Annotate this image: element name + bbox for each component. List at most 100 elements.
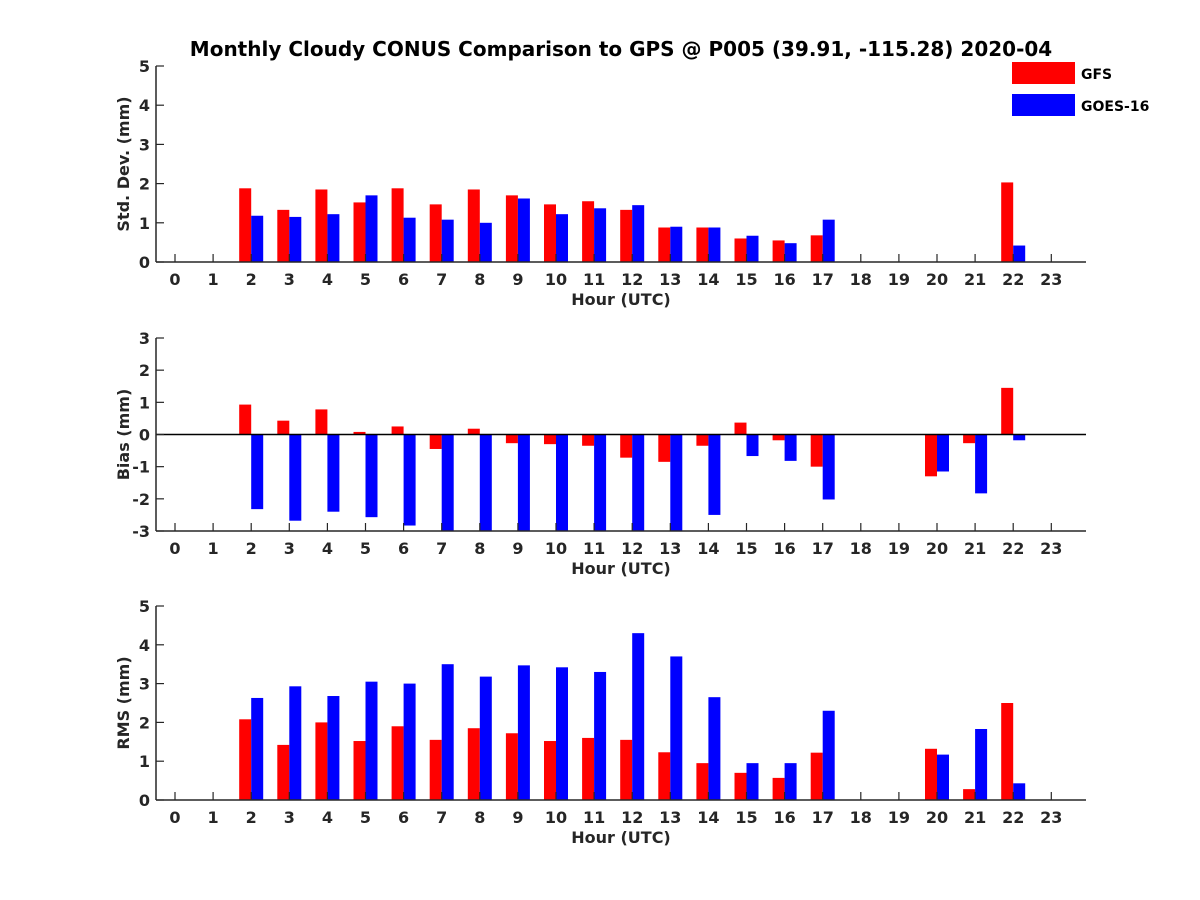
panel1-bar-goes16-6 (403, 434, 416, 526)
panel2-bar-goes16-7 (441, 664, 454, 800)
panel1-bar-goes16-15 (746, 434, 759, 457)
panel0-x-tick-label-3: 3 (284, 270, 295, 289)
panel0-x-tick-label-0: 0 (169, 270, 180, 289)
panel0-bar-goes16-13 (670, 226, 683, 262)
panel0-y-tick-label-2: 2 (139, 175, 150, 194)
panel1-x-tick-label-17: 17 (812, 539, 834, 558)
panel1-bar-gfs-11 (582, 434, 595, 446)
panel2-bar-goes16-22 (1013, 783, 1026, 800)
panel1-x-tick-label-3: 3 (284, 539, 295, 558)
panel1-bar-gfs-17 (810, 434, 823, 467)
panel2-x-tick-label-8: 8 (474, 808, 485, 827)
panel2-bar-gfs-20 (925, 748, 937, 800)
panel1-y-axis-label: Bias (mm) (114, 389, 133, 481)
panel2-bar-goes16-20 (937, 754, 949, 800)
legend-swatch-goes16 (1012, 94, 1075, 116)
panel2-bar-gfs-11 (582, 737, 595, 800)
panel0-bar-gfs-6 (391, 188, 404, 262)
panel1-bar-gfs-13 (658, 434, 671, 462)
panel0-x-tick-label-11: 11 (583, 270, 605, 289)
panel1-bar-goes16-14 (708, 434, 721, 515)
panel0-bar-gfs-4 (315, 189, 328, 262)
panel2-x-tick-label-13: 13 (659, 808, 681, 827)
panel0-bar-goes16-14 (708, 227, 721, 262)
panel2-bar-gfs-12 (620, 739, 633, 800)
panel1-x-tick-label-22: 22 (1002, 539, 1024, 558)
legend-label-goes16: GOES-16 (1081, 99, 1149, 115)
panel1-x-tick-label-23: 23 (1040, 539, 1062, 558)
panel2-y-axis-label: RMS (mm) (114, 656, 133, 749)
panel1-x-tick-label-13: 13 (659, 539, 681, 558)
panel2-bar-goes16-13 (670, 656, 683, 800)
panel1-x-tick-label-16: 16 (773, 539, 795, 558)
panel2-bar-goes16-6 (403, 683, 416, 800)
panel1-x-tick-label-21: 21 (964, 539, 986, 558)
panel2-x-tick-label-18: 18 (850, 808, 872, 827)
panel1-bar-goes16-7 (441, 434, 454, 531)
panel0-x-tick-label-20: 20 (926, 270, 948, 289)
panel0-bar-gfs-22 (1001, 182, 1014, 262)
panel2-bar-gfs-7 (429, 739, 442, 800)
panel1-bar-gfs-14 (696, 434, 709, 446)
panel0-bar-goes16-5 (365, 195, 378, 262)
panel1-x-tick-label-5: 5 (360, 539, 371, 558)
panel2-bar-goes16-16 (784, 763, 797, 800)
panel0-x-tick-label-4: 4 (322, 270, 333, 289)
panel0-x-tick-label-5: 5 (360, 270, 371, 289)
panel0-x-tick-label-2: 2 (246, 270, 257, 289)
panel1-bar-gfs-6 (391, 426, 404, 435)
panel0-x-tick-label-18: 18 (850, 270, 872, 289)
panel2-bar-gfs-10 (544, 741, 556, 800)
panel1-y-tick-label-3: 3 (139, 329, 150, 348)
panel1-x-tick-label-15: 15 (735, 539, 757, 558)
panel0-x-axis-label: Hour (UTC) (571, 290, 671, 309)
panel1-bar-goes16-3 (289, 434, 302, 521)
panel2-y-tick-label-3: 3 (139, 675, 150, 694)
panel0-y-tick-label-0: 0 (139, 253, 150, 272)
panel1-x-tick-label-9: 9 (512, 539, 523, 558)
panel0-bar-goes16-15 (746, 235, 759, 262)
panel1-x-tick-label-8: 8 (474, 539, 485, 558)
panel0-bar-gfs-14 (696, 227, 709, 262)
panel2-bar-goes16-5 (365, 681, 378, 800)
panel2-bar-goes16-21 (975, 728, 988, 800)
panel2-x-tick-label-9: 9 (512, 808, 523, 827)
panel0-y-axis-label: Std. Dev. (mm) (114, 96, 133, 231)
panel2-bar-gfs-2 (239, 719, 252, 800)
panel2-bar-gfs-17 (810, 752, 823, 800)
panel1-bar-goes16-2 (251, 434, 264, 510)
panel2-bar-goes16-17 (822, 710, 835, 800)
panel0-x-tick-label-8: 8 (474, 270, 485, 289)
panel1-x-tick-label-4: 4 (322, 539, 333, 558)
panel2-x-tick-label-17: 17 (812, 808, 834, 827)
panel0-bar-gfs-11 (582, 201, 595, 262)
panel1-y-tick-label--1: -1 (132, 458, 150, 477)
panel2-bar-gfs-22 (1001, 703, 1014, 800)
panel1-y-tick-label-2: 2 (139, 361, 150, 380)
panel1-y-tick-label-1: 1 (139, 393, 150, 412)
panel0-y-tick-label-4: 4 (139, 96, 150, 115)
panel1-bar-gfs-12 (620, 434, 633, 458)
panel0-bar-goes16-10 (556, 214, 568, 262)
panel2-bar-goes16-10 (556, 667, 568, 800)
panel1-bar-gfs-5 (353, 431, 366, 435)
panel0-bar-goes16-22 (1013, 245, 1026, 262)
panel1-bar-goes16-10 (556, 434, 568, 531)
panel1-bar-goes16-20 (937, 434, 949, 472)
panel0-bar-goes16-6 (403, 217, 416, 262)
panel1-bar-gfs-16 (772, 434, 785, 441)
panel2-bar-gfs-14 (696, 763, 709, 800)
chart-title: Monthly Cloudy CONUS Comparison to GPS @… (190, 37, 1052, 61)
panel0-bar-gfs-17 (810, 235, 823, 262)
panel1-x-tick-label-18: 18 (850, 539, 872, 558)
panel0-bar-goes16-2 (251, 215, 264, 262)
panel2-bar-gfs-6 (391, 726, 404, 800)
panel1-bar-gfs-10 (544, 434, 556, 445)
panel1-x-tick-label-10: 10 (545, 539, 567, 558)
panel0-bar-goes16-3 (289, 216, 302, 262)
panel1-bar-gfs-9 (505, 434, 518, 444)
panel1-x-tick-label-1: 1 (208, 539, 219, 558)
panel1-y-tick-label--3: -3 (132, 522, 150, 541)
